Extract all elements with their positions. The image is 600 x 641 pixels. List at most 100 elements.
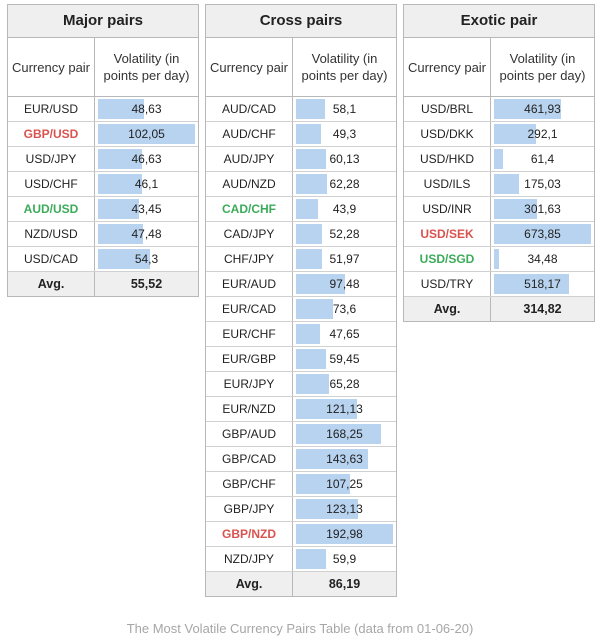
volatility-bar [296,99,326,119]
pair-cell: GBP/JPY [206,497,293,521]
pair-cell: EUR/NZD [206,397,293,421]
table-row: CHF/JPY 51,97 [206,247,396,272]
volatility-value: 62,28 [329,177,360,191]
volatility-bar [98,249,150,269]
pair-cell: GBP/CHF [206,472,293,496]
table-row: AUD/USD 43,45 [8,197,198,222]
pair-cell: EUR/CHF [206,322,293,346]
volatility-bar [296,549,327,569]
average-row: Avg. 314,82 [404,297,594,321]
table-row: GBP/NZD 192,98 [206,522,396,547]
volatility-value: 51,97 [329,252,360,266]
table-row: USD/INR 301,63 [404,197,594,222]
table-row: AUD/CAD 58,1 [206,97,396,122]
major-pairs-table: Major pairs Currency pair Volatility (in p… [7,4,199,297]
volatility-cell: 52,28 [293,222,396,246]
volatility-bar [98,174,142,194]
volatility-cell: 461,93 [491,97,594,121]
volatility-value: 59,9 [332,552,357,566]
volatility-cell: 121,13 [293,397,396,421]
table-header: Currency pair Volatility (in points per d… [8,38,198,97]
table-row: EUR/USD 48,63 [8,97,198,122]
volatility-bar [98,224,144,244]
volatility-cell: 51,97 [293,247,396,271]
volatility-cell: 143,63 [293,447,396,471]
volatility-cell: 97,48 [293,272,396,296]
volatility-value: 49,3 [332,127,357,141]
average-value: 314,82 [523,302,562,316]
pair-cell: USD/JPY [8,147,95,171]
volatility-value: 175,03 [524,177,561,191]
pair-cell: EUR/AUD [206,272,293,296]
table-row: EUR/CHF 47,65 [206,322,396,347]
table-row: CAD/JPY 52,28 [206,222,396,247]
exotic-pair-table: Exotic pair Currency pair Volatility (in p… [403,4,595,322]
table-title: Exotic pair [404,5,594,38]
table-row: GBP/AUD 168,25 [206,422,396,447]
volatility-bar [296,349,326,369]
pair-cell: CHF/JPY [206,247,293,271]
volatility-bar [296,224,323,244]
volatility-bar [296,174,328,194]
average-label: Avg. [8,272,95,296]
column-header-pair: Currency pair [8,38,95,96]
table-row: USD/CHF 46,1 [8,172,198,197]
average-row: Avg. 86,19 [206,572,396,596]
volatility-bar [296,199,319,219]
volatility-value: 518,17 [524,277,561,291]
column-header-volatility: Volatility (in points per day) [103,51,190,83]
pair-cell: AUD/CHF [206,122,293,146]
pair-cell: EUR/USD [8,97,95,121]
volatility-bar [296,124,321,144]
pair-cell: USD/SEK [404,222,491,246]
pair-cell: USD/INR [404,197,491,221]
pair-cell: USD/SGD [404,247,491,271]
table-row: AUD/CHF 49,3 [206,122,396,147]
table-header: Currency pair Volatility (in points per d… [206,38,396,97]
volatility-cell: 65,28 [293,372,396,396]
volatility-bar [296,249,323,269]
table-row: GBP/CAD 143,63 [206,447,396,472]
volatility-cell: 34,48 [491,247,594,271]
volatility-bar [494,274,569,294]
volatility-bar [296,299,333,319]
pair-cell: AUD/JPY [206,147,293,171]
volatility-value: 58,1 [332,102,357,116]
volatility-cell: 54,3 [95,247,198,271]
pair-cell: GBP/CAD [206,447,293,471]
pair-cell: GBP/USD [8,122,95,146]
volatility-cell: 43,45 [95,197,198,221]
table-row: USD/SGD 34,48 [404,247,594,272]
volatility-bar [494,199,538,219]
volatility-value: 43,9 [332,202,357,216]
volatility-bar [494,224,591,244]
table-row: USD/ILS 175,03 [404,172,594,197]
table-row: USD/HKD 61,4 [404,147,594,172]
volatility-bar [296,424,381,444]
volatility-value: 107,25 [326,477,363,491]
volatility-value: 97,48 [329,277,360,291]
volatility-cell: 175,03 [491,172,594,196]
volatility-cell: 107,25 [293,472,396,496]
volatility-cell: 102,05 [95,122,198,146]
table-header: Currency pair Volatility (in points per d… [404,38,594,97]
table-row: AUD/NZD 62,28 [206,172,396,197]
volatility-bar [296,449,369,469]
volatility-cell: 301,63 [491,197,594,221]
volatility-bar [98,149,143,169]
pair-cell: GBP/NZD [206,522,293,546]
volatility-cell: 59,45 [293,347,396,371]
average-value: 86,19 [328,577,361,591]
volatility-cell: 518,17 [491,272,594,296]
table-row: EUR/JPY 65,28 [206,372,396,397]
volatility-cell: 192,98 [293,522,396,546]
volatility-value: 168,25 [326,427,363,441]
volatility-value: 301,63 [524,202,561,216]
volatility-value: 673,85 [524,227,561,241]
volatility-value: 65,28 [329,377,360,391]
volatility-cell: 58,1 [293,97,396,121]
volatility-value: 54,3 [134,252,159,266]
volatility-value: 47,65 [329,327,360,341]
table-row: GBP/USD 102,05 [8,122,198,147]
volatility-value: 61,4 [530,152,555,166]
